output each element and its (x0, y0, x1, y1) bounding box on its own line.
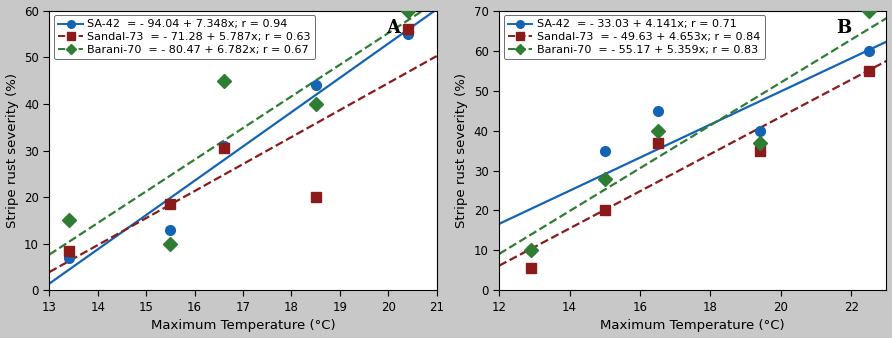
X-axis label: Maximum Temperature (°C): Maximum Temperature (°C) (151, 319, 335, 333)
Legend: SA-42  = - 33.03 + 4.141x; r = 0.71, Sandal-73  = - 49.63 + 4.653x; r = 0.84, Ba: SA-42 = - 33.03 + 4.141x; r = 0.71, Sand… (504, 15, 764, 59)
Legend: SA-42  = - 94.04 + 7.348x; r = 0.94, Sandal-73  = - 71.28 + 5.787x; r = 0.63, Ba: SA-42 = - 94.04 + 7.348x; r = 0.94, Sand… (54, 15, 315, 59)
Y-axis label: Stripe rust severity (%): Stripe rust severity (%) (5, 73, 19, 228)
Y-axis label: Stripe rust severity (%): Stripe rust severity (%) (455, 73, 468, 228)
X-axis label: Maximum Temperature (°C): Maximum Temperature (°C) (600, 319, 785, 333)
Text: A: A (386, 19, 401, 37)
Text: B: B (836, 19, 851, 37)
